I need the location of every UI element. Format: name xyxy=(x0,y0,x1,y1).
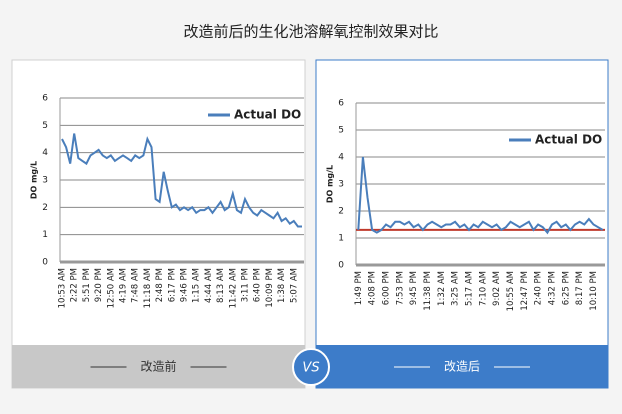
y-tick-label: 1 xyxy=(338,234,344,244)
y-tick-label: 4 xyxy=(338,153,344,163)
x-tick-label: 4:08 PM xyxy=(368,271,378,305)
x-tick-label: 7:48 AM xyxy=(131,268,141,303)
panel xyxy=(11,59,306,389)
x-tick-label: 10:55 AM xyxy=(506,271,516,311)
x-tick-label: 11:18 AM xyxy=(143,268,153,308)
y-tick-label: 1 xyxy=(42,230,48,240)
caption-band xyxy=(316,345,608,388)
x-tick-label: 5:17 AM xyxy=(464,271,474,306)
x-tick-label: 4:44 AM xyxy=(204,268,214,303)
x-tick-label: 12:47 PM xyxy=(520,271,530,311)
data-line xyxy=(357,156,604,235)
x-tick-label: 11:38 PM xyxy=(423,271,433,311)
y-tick-label: 0 xyxy=(42,258,48,268)
y-tick-label: 3 xyxy=(338,180,344,190)
y-tick-label: 2 xyxy=(338,207,344,217)
x-tick-label: 2:48 PM xyxy=(155,268,165,302)
x-tick-label: 9:46 PM xyxy=(180,268,190,302)
x-tick-label: 5:07 AM xyxy=(289,268,299,303)
y-tick-label: 6 xyxy=(42,94,48,104)
caption-band xyxy=(12,345,305,388)
y-tick-label: 5 xyxy=(42,121,48,131)
x-tick-label: 6:17 PM xyxy=(167,268,177,302)
x-tick-label: 3:11 PM xyxy=(241,268,251,302)
x-tick-label: 10:53 AM xyxy=(58,268,68,308)
y-tick-label: 2 xyxy=(42,203,48,213)
y-tick-label: 3 xyxy=(42,176,48,186)
x-tick-label: 3:25 AM xyxy=(451,271,461,306)
x-tick-label: 4:19 AM xyxy=(119,268,129,303)
caption: 改造前 xyxy=(140,359,176,374)
legend-label: Actual DO xyxy=(535,133,602,147)
x-tick-label: 10:09 PM xyxy=(265,268,275,308)
x-tick-label: 6:25 PM xyxy=(561,271,571,305)
x-tick-label: 2:40 PM xyxy=(534,271,544,305)
x-tick-label: 1:32 AM xyxy=(437,271,447,306)
x-tick-label: 1:38 AM xyxy=(277,268,287,303)
y-tick-label: 6 xyxy=(338,99,344,109)
y-tick-label: 5 xyxy=(338,126,344,136)
x-tick-label: 6:00 PM xyxy=(381,271,391,305)
y-axis-label: DO mg/L xyxy=(326,165,335,203)
x-tick-label: 11:42 AM xyxy=(228,268,238,308)
x-tick-label: 1:49 PM xyxy=(354,271,364,305)
vs-badge xyxy=(292,348,330,386)
x-tick-label: 7:53 PM xyxy=(395,271,405,305)
x-tick-label: 2:22 PM xyxy=(70,268,80,302)
x-tick-label: 8:13 AM xyxy=(216,268,226,303)
x-tick-label: 5:51 PM xyxy=(82,268,92,302)
x-tick-label: 7:10 AM xyxy=(478,271,488,306)
x-tick-label: 1:15 AM xyxy=(192,268,202,303)
caption: 改造后 xyxy=(444,360,480,374)
x-tick-label: 8:17 PM xyxy=(575,271,585,305)
y-axis-label: DO mg/L xyxy=(30,161,39,199)
y-tick-label: 0 xyxy=(338,261,344,271)
legend-label: Actual DO xyxy=(234,108,301,122)
x-tick-label: 9:20 PM xyxy=(94,268,104,302)
x-tick-label: 10:10 PM xyxy=(589,271,599,311)
data-line xyxy=(61,133,302,228)
x-tick-label: 9:02 AM xyxy=(492,271,502,306)
x-tick-label: 6:40 PM xyxy=(253,268,263,302)
vs-label: VS xyxy=(302,361,319,376)
panel xyxy=(315,59,609,389)
page-title: 改造前后的生化池溶解氧控制效果对比 xyxy=(183,23,438,41)
x-tick-label: 4:32 PM xyxy=(547,271,557,305)
x-tick-label: 12:50 AM xyxy=(106,268,116,308)
y-tick-label: 4 xyxy=(42,148,48,158)
x-tick-label: 9:45 PM xyxy=(409,271,419,305)
